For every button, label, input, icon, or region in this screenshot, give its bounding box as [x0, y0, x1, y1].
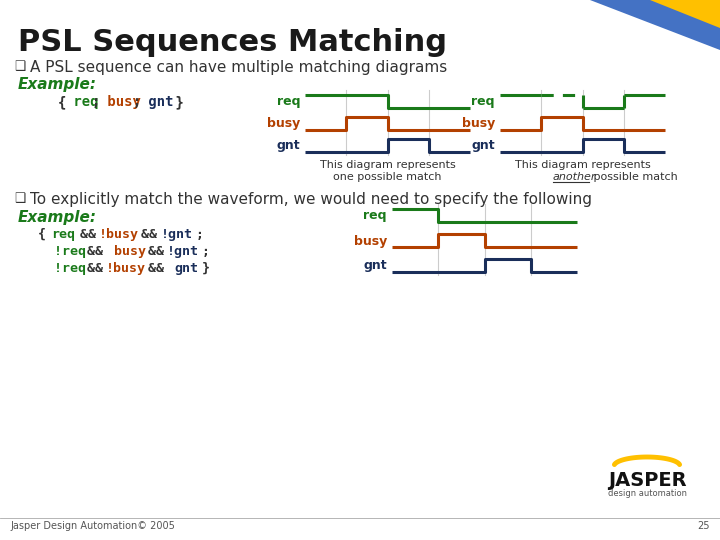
Text: another: another	[552, 172, 596, 182]
Text: req: req	[52, 228, 76, 241]
Text: busy: busy	[106, 245, 146, 258]
Text: !req: !req	[38, 262, 86, 275]
Text: !busy: !busy	[106, 262, 146, 275]
Text: ❑: ❑	[14, 60, 25, 73]
Text: busy: busy	[99, 95, 140, 109]
Text: !gnt: !gnt	[161, 228, 192, 241]
Text: gnt: gnt	[174, 262, 198, 275]
Text: ;: ;	[92, 95, 100, 109]
Text: gnt: gnt	[276, 139, 300, 152]
Text: Example:: Example:	[18, 77, 97, 92]
Text: &&: &&	[78, 262, 111, 275]
Text: JASPER: JASPER	[608, 470, 686, 489]
Text: {: {	[38, 228, 54, 241]
Text: }: }	[167, 95, 184, 109]
Polygon shape	[650, 0, 720, 28]
Text: A PSL sequence can have multiple matching diagrams: A PSL sequence can have multiple matchin…	[30, 60, 447, 75]
Text: req: req	[472, 96, 495, 109]
Text: busy: busy	[354, 234, 387, 247]
Text: {: {	[58, 95, 66, 109]
Text: gnt: gnt	[472, 139, 495, 152]
Text: &&: &&	[140, 262, 180, 275]
Text: &&: &&	[78, 245, 111, 258]
Text: ;: ;	[188, 228, 204, 241]
Text: possible match: possible match	[590, 172, 678, 182]
Text: req: req	[65, 95, 99, 109]
Text: busy: busy	[462, 118, 495, 131]
Text: ❑: ❑	[14, 192, 25, 205]
Text: Example:: Example:	[18, 210, 97, 225]
Text: !busy: !busy	[99, 228, 139, 241]
Text: &&: &&	[72, 228, 104, 241]
Text: design automation: design automation	[608, 489, 686, 497]
Text: req: req	[364, 210, 387, 222]
Text: 25: 25	[698, 521, 710, 531]
Text: req: req	[276, 96, 300, 109]
Text: This diagram represents: This diagram represents	[515, 160, 650, 170]
Text: }: }	[194, 262, 210, 275]
Text: gnt: gnt	[364, 260, 387, 273]
Text: This diagram represents: This diagram represents	[320, 160, 455, 170]
Text: ;: ;	[132, 95, 141, 109]
Text: one possible match: one possible match	[333, 172, 442, 182]
Text: !req: !req	[38, 245, 86, 258]
Text: &&: &&	[133, 228, 165, 241]
Polygon shape	[590, 0, 720, 50]
Text: Jasper Design Automation© 2005: Jasper Design Automation© 2005	[10, 521, 175, 531]
Text: &&: &&	[140, 245, 172, 258]
Text: To explicitly match the waveform, we would need to specify the following: To explicitly match the waveform, we wou…	[30, 192, 592, 207]
Text: PSL Sequences Matching: PSL Sequences Matching	[18, 28, 447, 57]
Text: gnt: gnt	[140, 95, 173, 109]
Text: !gnt: !gnt	[167, 245, 199, 258]
Text: ;: ;	[194, 245, 210, 258]
Text: busy: busy	[266, 118, 300, 131]
